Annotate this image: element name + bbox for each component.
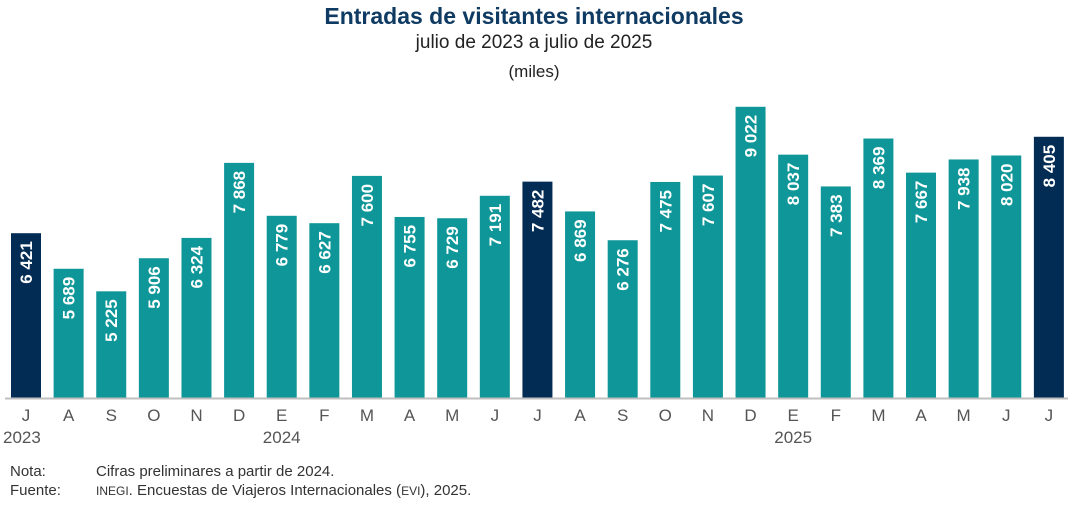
bar-data-label: 6 869 [571, 219, 590, 262]
x-tick-label: J [491, 406, 500, 425]
bar-data-label: 6 276 [614, 248, 633, 291]
x-tick-label: S [106, 406, 117, 425]
year-label: 2025 [774, 428, 812, 447]
year-label: 2024 [263, 428, 301, 447]
fuente-text-2: ), 2025. [420, 482, 472, 499]
x-tick-label: A [574, 406, 586, 425]
x-tick-label: D [744, 406, 756, 425]
chart-subtitle: julio de 2023 a julio de 2025 [415, 32, 653, 53]
bar [309, 223, 340, 398]
bar [778, 154, 809, 398]
bar-chart: 6 421 5 689 5 225 5 906 6 324 7 868 6 779 6 627… [3, 106, 1068, 447]
fuente-row: Fuente: INEGI. Encuestas de Viajeros Int… [10, 481, 471, 501]
bar [437, 218, 468, 398]
bar-data-label: 7 868 [230, 171, 249, 214]
x-tick-label: M [871, 406, 885, 425]
bar [351, 175, 382, 398]
bar-data-label: 5 225 [102, 299, 121, 342]
nota-text: Cifras preliminares a partir de 2024. [96, 463, 335, 480]
x-tick-label: N [702, 406, 714, 425]
bar-data-label: 7 475 [656, 190, 675, 233]
bar-data-label: 8 020 [997, 163, 1016, 206]
x-tick-label: N [190, 406, 202, 425]
x-tick-label: F [831, 406, 841, 425]
bar [394, 216, 425, 398]
chart-title: Entradas de visitantes internacionales [324, 3, 744, 29]
bar [181, 237, 212, 398]
bar [479, 195, 510, 398]
bar-data-label: 6 729 [443, 226, 462, 269]
chart-unit: (miles) [508, 62, 560, 81]
bar-data-label: 7 938 [955, 167, 974, 210]
bar [607, 240, 638, 398]
nota-row: Nota: Cifras preliminares a partir de 20… [10, 462, 471, 481]
bar [224, 162, 255, 398]
bar-data-label: 7 667 [912, 181, 931, 224]
bar [863, 138, 894, 398]
bar-data-label: 5 689 [60, 277, 79, 320]
x-tick-label: A [404, 406, 416, 425]
fuente-abbr: EVI [401, 484, 421, 498]
bar-data-label: 6 779 [273, 224, 292, 267]
bar [948, 159, 979, 398]
x-tick-label: E [276, 406, 287, 425]
x-tick-label: A [63, 406, 75, 425]
nota-label: Nota: [10, 463, 46, 480]
bar [522, 181, 553, 398]
bar [735, 106, 766, 398]
x-tick-label: J [1045, 406, 1054, 425]
bar-data-label: 7 383 [827, 194, 846, 237]
bar [650, 181, 681, 398]
bar-data-label: 7 600 [358, 184, 377, 227]
x-tick-label: J [22, 406, 31, 425]
x-tick-label: A [915, 406, 927, 425]
bar-data-label: 7 482 [528, 190, 547, 233]
bar [138, 258, 169, 398]
bar-data-label: 5 906 [145, 266, 164, 309]
x-tick-label: O [147, 406, 160, 425]
bar [53, 268, 84, 398]
x-tick-label: D [233, 406, 245, 425]
bar-data-label: 7 191 [486, 204, 505, 247]
bar [991, 155, 1022, 398]
bar [1033, 136, 1064, 398]
bar [820, 186, 851, 398]
x-tick-label: J [1002, 406, 1011, 425]
x-tick-label: J [533, 406, 542, 425]
bar [266, 215, 297, 398]
fuente-label: Fuente: [10, 482, 61, 499]
bar-data-label: 6 755 [401, 225, 420, 268]
x-tick-label: E [787, 406, 798, 425]
bar [692, 175, 723, 398]
x-tick-label: M [957, 406, 971, 425]
x-tick-label: S [617, 406, 628, 425]
bar-data-label: 6 324 [187, 245, 206, 288]
bar-data-label: 6 627 [315, 231, 334, 274]
x-tick-label: M [445, 406, 459, 425]
bar [906, 172, 937, 398]
bar-data-label: 6 421 [17, 241, 36, 284]
bar-data-label: 9 022 [742, 115, 761, 158]
year-labels: 2023 2024 2025 [3, 428, 812, 447]
year-label: 2023 [3, 428, 41, 447]
x-tick-label: M [360, 406, 374, 425]
bar-data-label: 8 037 [784, 163, 803, 206]
x-tick-label: O [659, 406, 672, 425]
bars-group: 6 421 5 689 5 225 5 906 6 324 7 868 6 779 6 627… [11, 106, 1064, 398]
x-tick-label: F [319, 406, 329, 425]
fuente-text: INEGI. Encuestas de Viajeros Internacion… [96, 481, 471, 501]
fuente-text-1: . Encuestas de Viajeros Internacionales … [128, 482, 402, 499]
bar-data-label: 8 369 [869, 147, 888, 190]
chart-notes: Nota: Cifras preliminares a partir de 20… [10, 462, 471, 501]
bar-data-label: 7 607 [699, 184, 718, 227]
bar-data-label: 8 405 [1040, 145, 1059, 188]
fuente-org: INEGI [96, 484, 129, 498]
bar [96, 291, 127, 398]
bar [565, 211, 596, 398]
bar [11, 233, 41, 398]
